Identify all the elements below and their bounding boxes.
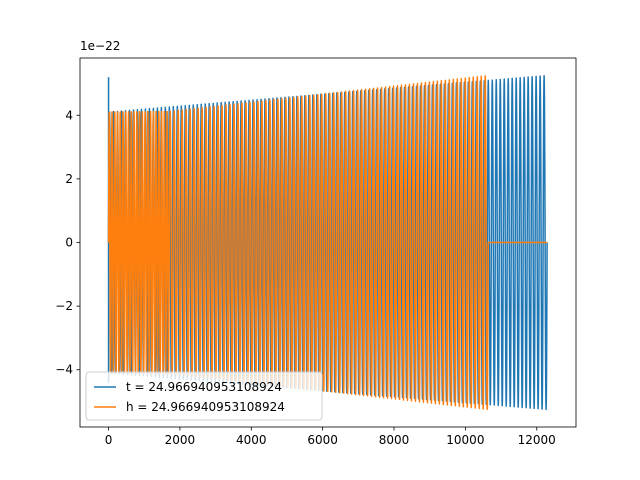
legend: t = 24.966940953108924 h = 24.96694095310… [85, 371, 323, 421]
series-layer [107, 75, 548, 411]
x-axis: 0 2000 4000 6000 8000 10000 12000 [105, 427, 556, 447]
legend-box [85, 371, 323, 421]
series-h [107, 75, 548, 411]
x-tick-label: 6000 [307, 433, 338, 447]
y-tick-label: 2 [65, 172, 73, 186]
legend-label: t = 24.966940953108924 [126, 380, 282, 394]
x-tick-label: 4000 [236, 433, 267, 447]
y-tick-label: 4 [65, 108, 73, 122]
y-tick-label: 0 [65, 236, 73, 250]
y-axis: −4 −2 0 2 4 [55, 108, 80, 377]
y-tick-label: −4 [55, 363, 73, 377]
y-tick-label: −2 [55, 299, 73, 313]
x-tick-label: 12000 [518, 433, 556, 447]
x-tick-label: 0 [105, 433, 113, 447]
series-line [168, 75, 489, 411]
x-tick-label: 8000 [379, 433, 410, 447]
x-tick-label: 2000 [165, 433, 196, 447]
y-offset-label: 1e−22 [80, 39, 120, 53]
x-tick-label: 10000 [446, 433, 484, 447]
legend-label: h = 24.966940953108924 [126, 400, 285, 414]
